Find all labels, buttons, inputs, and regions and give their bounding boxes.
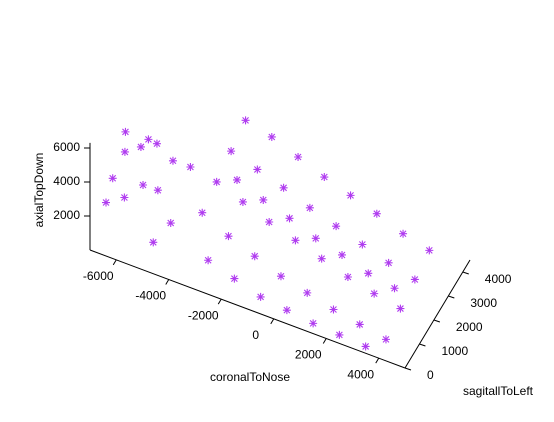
point bbox=[136, 142, 145, 151]
y-tick bbox=[404, 367, 412, 371]
y-tick-label: 1000 bbox=[441, 344, 468, 358]
y-tick bbox=[419, 343, 426, 347]
x-tick bbox=[217, 298, 222, 305]
y-tick-label: 2000 bbox=[456, 320, 483, 334]
point bbox=[276, 272, 285, 281]
y-axis bbox=[404, 259, 471, 369]
y-tick bbox=[433, 319, 441, 323]
x-tick-label: 4000 bbox=[347, 367, 374, 381]
point bbox=[102, 198, 111, 207]
point bbox=[168, 156, 177, 165]
point bbox=[186, 163, 195, 171]
y-tick-label: 3000 bbox=[470, 296, 497, 310]
y-tick-label: 0 bbox=[427, 368, 434, 382]
point bbox=[121, 127, 130, 136]
point bbox=[285, 214, 294, 223]
point bbox=[311, 234, 320, 243]
point bbox=[279, 183, 288, 192]
point bbox=[227, 147, 236, 156]
point bbox=[233, 175, 242, 184]
z-tick-label: 6000 bbox=[53, 140, 80, 154]
point bbox=[309, 319, 318, 328]
point bbox=[370, 289, 379, 298]
point bbox=[332, 222, 341, 231]
point bbox=[212, 177, 221, 186]
point bbox=[144, 135, 153, 144]
point bbox=[329, 305, 338, 314]
point bbox=[384, 258, 393, 267]
point bbox=[361, 342, 370, 351]
point bbox=[364, 269, 373, 278]
point bbox=[346, 191, 355, 200]
z-axis-label: axialTopDown bbox=[32, 153, 46, 228]
z-tick-label: 4000 bbox=[53, 174, 80, 188]
point bbox=[282, 306, 291, 315]
point bbox=[303, 288, 312, 297]
point bbox=[390, 284, 399, 293]
y-tick bbox=[448, 295, 455, 299]
point bbox=[238, 197, 247, 206]
point bbox=[343, 273, 352, 281]
point bbox=[120, 193, 129, 202]
point bbox=[253, 165, 262, 174]
x-tick-label: -4000 bbox=[135, 289, 166, 303]
x-tick-label: 2000 bbox=[295, 348, 322, 362]
point bbox=[338, 250, 347, 259]
x-tick-label: -2000 bbox=[188, 308, 219, 322]
point bbox=[320, 173, 329, 182]
point bbox=[358, 240, 367, 249]
x-axis bbox=[89, 249, 406, 369]
y-tick-label: 4000 bbox=[485, 272, 512, 286]
point bbox=[149, 238, 158, 247]
x-tick bbox=[112, 259, 117, 266]
point bbox=[256, 292, 265, 301]
x-tick-label: -6000 bbox=[83, 269, 114, 283]
point bbox=[198, 208, 207, 217]
point bbox=[224, 232, 233, 241]
point bbox=[241, 116, 250, 125]
point bbox=[335, 330, 344, 339]
point bbox=[265, 218, 274, 226]
z-tick-label: 2000 bbox=[53, 208, 80, 222]
point bbox=[250, 252, 259, 261]
point bbox=[305, 203, 314, 212]
x-tick-label: 0 bbox=[252, 328, 259, 342]
point bbox=[259, 195, 268, 204]
point bbox=[317, 254, 326, 263]
point bbox=[291, 236, 300, 245]
x-tick bbox=[322, 338, 327, 344]
point bbox=[294, 153, 303, 161]
point bbox=[372, 209, 381, 218]
point bbox=[396, 304, 405, 313]
x-tick bbox=[375, 357, 380, 364]
point bbox=[108, 174, 117, 183]
point bbox=[152, 139, 161, 148]
point bbox=[381, 335, 390, 344]
point bbox=[267, 132, 276, 141]
point bbox=[230, 274, 239, 283]
point bbox=[139, 181, 148, 189]
point bbox=[399, 229, 408, 238]
point bbox=[120, 147, 129, 156]
point bbox=[153, 186, 162, 195]
point bbox=[166, 219, 175, 228]
x-tick bbox=[165, 279, 170, 285]
y-tick bbox=[462, 271, 469, 275]
point bbox=[425, 246, 434, 255]
x-tick bbox=[270, 318, 275, 325]
y-axis-label: sagitallToLeft bbox=[463, 384, 534, 398]
point bbox=[410, 275, 419, 284]
point bbox=[355, 320, 364, 329]
x-axis-label: coronalToNose bbox=[210, 370, 290, 384]
point bbox=[204, 256, 213, 265]
